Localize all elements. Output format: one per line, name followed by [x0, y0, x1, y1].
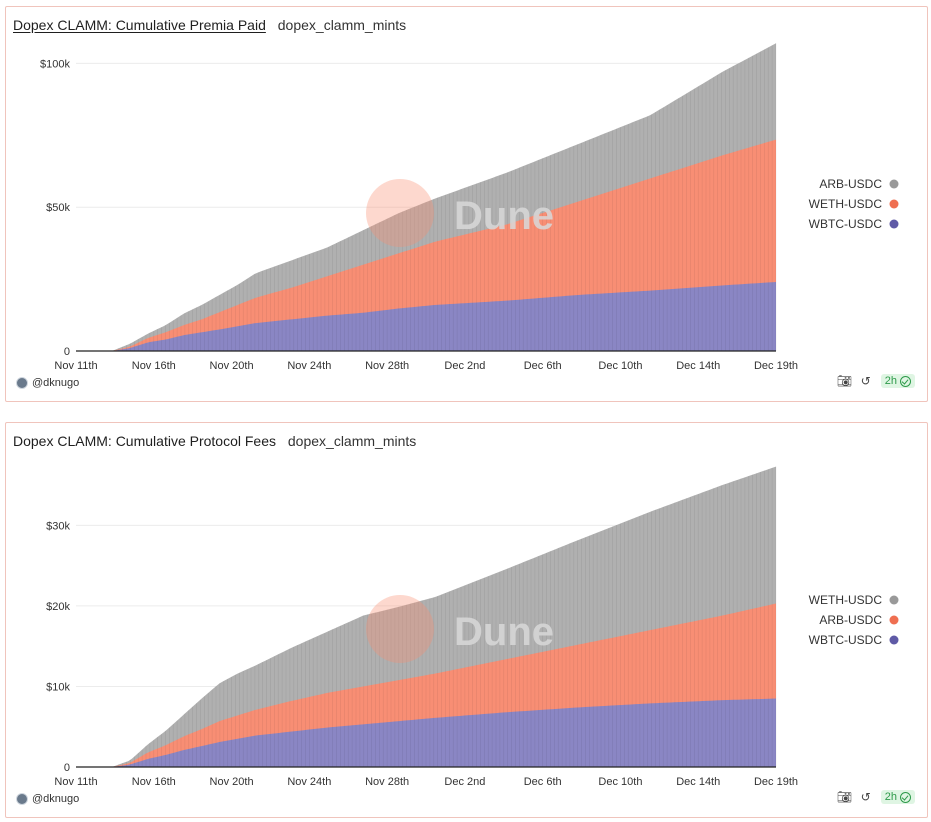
legend-swatch: [889, 219, 899, 229]
x-tick-label: Dec 2nd: [444, 776, 485, 788]
dune-logo-icon: [366, 595, 434, 663]
y-tick-label: $100k: [40, 58, 70, 70]
avatar: [16, 793, 28, 805]
y-tick-label: $30k: [46, 520, 70, 532]
chart-title-link[interactable]: Dopex CLAMM: Cumulative Premia Paid: [13, 17, 266, 33]
footer-actions: 📷︎ ↺ 2h: [837, 374, 915, 388]
avatar: [16, 377, 28, 389]
x-tick-label: Dec 14th: [676, 776, 720, 788]
legend-label[interactable]: WBTC-USDC: [809, 633, 883, 647]
refresh-status-badge: 2h: [880, 790, 915, 804]
x-tick-label: Nov 20th: [210, 360, 254, 372]
x-tick-label: Nov 16th: [132, 360, 176, 372]
chart-panel-fees: Dopex CLAMM: Cumulative Protocol Fees do…: [5, 422, 928, 818]
premia-area-chart: 0 $50k $100k Nov 11th Nov 16th Nov 20th Nov 24…: [40, 43, 899, 372]
refresh-time: 2h: [884, 375, 897, 387]
x-tick-label: Dec 19th: [754, 776, 798, 788]
refresh-status-badge: 2h: [880, 374, 915, 388]
author-name: @dknugo: [32, 377, 80, 389]
panel-header: Dopex CLAMM: Cumulative Premia Paid dope…: [13, 17, 406, 33]
refresh-icon[interactable]: ↺: [860, 374, 871, 388]
x-tick-label: Nov 28th: [365, 360, 409, 372]
legend-label[interactable]: WETH-USDC: [809, 593, 883, 607]
check-circle-icon: [900, 791, 911, 803]
check-circle-icon: [900, 375, 911, 387]
legend-label[interactable]: ARB-USDC: [819, 613, 882, 627]
y-tick-label: $50k: [46, 202, 70, 214]
dune-watermark: Dune: [454, 194, 554, 238]
query-name: dopex_clamm_mints: [287, 433, 417, 449]
camera-icon[interactable]: 📷︎: [836, 790, 852, 804]
x-tick-label: Dec 10th: [598, 360, 642, 372]
legend-swatch: [889, 615, 899, 625]
author-link[interactable]: @dknugo: [16, 377, 79, 389]
x-tick-label: Dec 10th: [598, 776, 642, 788]
y-tick-label: $10k: [46, 681, 70, 693]
author-link[interactable]: @dknugo: [16, 793, 79, 805]
footer-actions: 📷︎ ↺ 2h: [837, 790, 915, 804]
area-wbtc-usdc[interactable]: [76, 281, 776, 351]
chart-title-link[interactable]: Dopex CLAMM: Cumulative Protocol Fees: [13, 433, 276, 449]
dune-logo-icon: [366, 179, 434, 247]
dune-watermark: Dune: [454, 610, 554, 654]
camera-icon[interactable]: 📷︎: [836, 374, 852, 388]
legend-swatch: [889, 199, 899, 209]
x-tick-label: Dec 2nd: [444, 360, 485, 372]
legend-swatch: [889, 595, 899, 605]
legend-swatch: [889, 635, 899, 645]
legend-label[interactable]: WETH-USDC: [809, 197, 883, 211]
refresh-icon[interactable]: ↺: [860, 790, 871, 804]
legend-label[interactable]: WBTC-USDC: [809, 217, 883, 231]
x-tick-label: Nov 24th: [287, 360, 331, 372]
x-tick-label: Dec 19th: [754, 360, 798, 372]
fees-area-chart: 0 $10k $20k $30k Nov 11th Nov 16th Nov 20th Nov…: [46, 466, 899, 788]
refresh-time: 2h: [884, 791, 897, 803]
x-tick-label: Dec 6th: [524, 360, 562, 372]
x-tick-label: Nov 24th: [287, 776, 331, 788]
chart-panel-premia: Dopex CLAMM: Cumulative Premia Paid dope…: [5, 6, 928, 402]
x-tick-label: Nov 20th: [210, 776, 254, 788]
y-tick-label: 0: [64, 346, 70, 358]
bar-striations: [114, 466, 777, 767]
x-tick-label: Nov 11th: [54, 360, 97, 372]
x-tick-label: Dec 6th: [524, 776, 562, 788]
query-name: dopex_clamm_mints: [277, 17, 407, 33]
author-name: @dknugo: [32, 793, 80, 805]
x-tick-label: Nov 11th: [54, 776, 97, 788]
area-wbtc-usdc[interactable]: [76, 698, 776, 767]
panel-header: Dopex CLAMM: Cumulative Protocol Fees do…: [13, 433, 416, 449]
x-tick-label: Nov 28th: [365, 776, 409, 788]
x-tick-label: Nov 16th: [132, 776, 176, 788]
legend-swatch: [889, 179, 899, 189]
y-tick-label: $20k: [46, 601, 70, 613]
bar-striations: [114, 43, 777, 351]
y-tick-label: 0: [64, 762, 70, 774]
legend-label[interactable]: ARB-USDC: [819, 177, 882, 191]
x-tick-label: Dec 14th: [676, 360, 720, 372]
